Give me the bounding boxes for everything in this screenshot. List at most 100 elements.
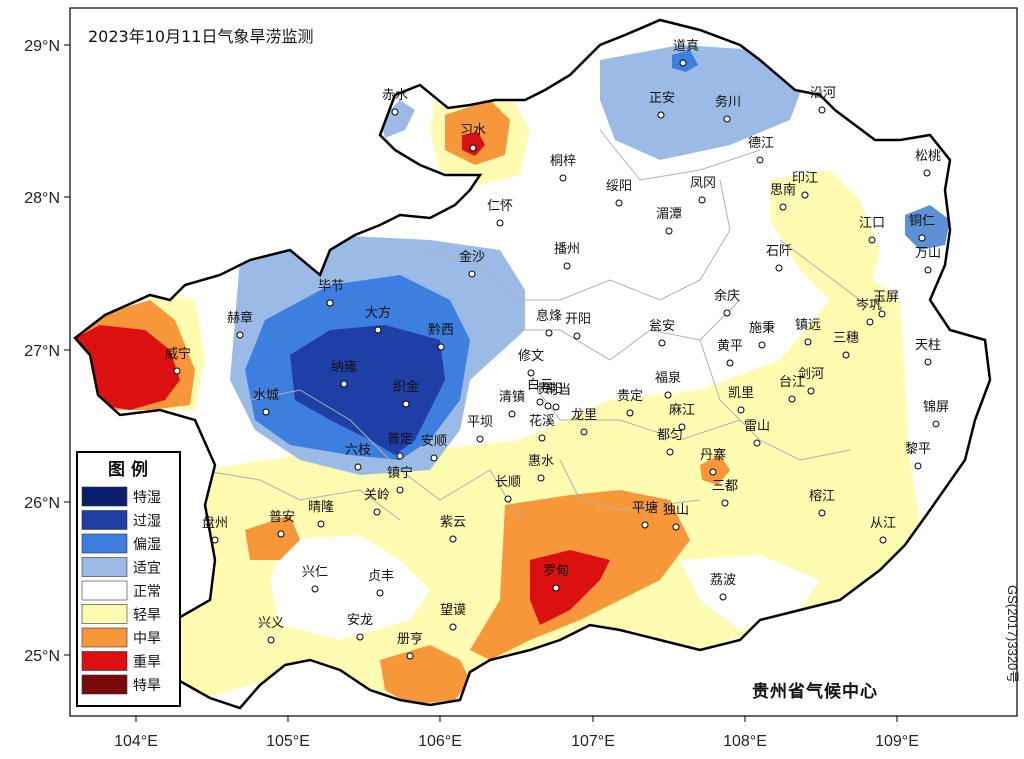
latitude-ticks: 29°N 28°N 27°N 26°N 25°N [24,38,70,665]
city-label: 松桃 [915,149,941,164]
city-label: 绥阳 [606,179,632,194]
city-label: 开阳 [565,312,591,327]
city-marker [914,462,922,470]
city-label: 黔西 [428,323,454,338]
legend-label: 中旱 [133,631,161,647]
lon-tick-label: 105°E [266,733,310,750]
legend-label: 轻旱 [133,608,161,624]
city-marker [536,398,544,406]
city-label: 赤水 [382,88,408,103]
city-marker [753,439,761,447]
lon-tick-label: 106°E [418,733,462,750]
city-marker [317,520,325,528]
city-label: 麻江 [669,403,695,418]
city-marker [173,367,181,375]
map-title: 2023年10月11日气象旱涝监测 [88,27,313,46]
city-marker [932,420,940,428]
legend-swatch [81,580,128,601]
city-label: 黄平 [717,339,743,354]
city-marker [818,509,826,517]
city-label: 贞丰 [368,569,394,584]
city-marker [918,234,926,242]
city-label: 正安 [649,91,675,106]
legend-swatch [81,557,128,577]
city-label: 三都 [712,479,738,494]
city-label: 玉屏 [873,290,899,305]
zone-over-wet [290,325,445,455]
lat-tick-label: 28°N [24,190,60,207]
city-marker [267,636,275,644]
city-marker [376,589,384,597]
city-label: 江口 [859,216,885,231]
map-approval-number: GS(2017)3320号 [1005,585,1020,683]
city-label: 榕江 [809,489,835,504]
city-marker [544,402,552,410]
city-label: 瓮安 [649,319,675,334]
city-label: 水城 [253,388,279,403]
legend-label: 适宜 [133,561,161,577]
city-label: 镇远 [795,318,821,333]
city-marker [396,452,404,460]
city-marker [340,380,348,388]
city-label: 平坝 [467,415,493,430]
city-marker [923,169,931,177]
legend-label: 正常 [133,584,161,600]
legend-swatch [81,510,128,530]
city-marker [726,359,734,367]
city-marker [504,495,512,503]
lon-tick-label: 107°E [571,733,615,750]
city-label: 息烽 [536,308,562,324]
city-label: 独山 [663,503,689,518]
city-marker [879,536,887,544]
lat-tick-label: 27°N [24,343,60,360]
city-label: 从江 [870,516,896,531]
city-marker [354,463,362,471]
city-marker [545,329,553,337]
city-label: 兴仁 [302,565,328,580]
city-label: 丹寨 [700,447,726,463]
city-marker [657,111,665,119]
zone-light-drought-northeast [770,170,880,300]
lon-tick-label: 108°E [723,733,767,750]
city-marker [878,310,886,318]
zone-normal-south [270,535,430,640]
city-marker [666,448,674,456]
city-marker [842,351,850,359]
zone-moderate-drought-puan [245,515,300,560]
city-label: 普安 [269,510,295,525]
city-label: 铜仁 [909,214,935,229]
city-marker [868,236,876,244]
lat-tick-label: 29°N [24,38,60,55]
city-marker [664,391,672,399]
city-marker [580,428,588,436]
city-marker [758,341,766,349]
legend-swatch [81,533,128,554]
city-marker [807,387,815,395]
city-label: 普定 [387,432,413,447]
city-marker [538,434,546,442]
city-label: 都匀 [657,428,683,443]
city-marker [396,486,404,494]
zone-severe-drought-xishui [462,132,485,156]
city-marker [573,332,581,340]
city-marker [406,652,414,660]
zone-suitable-tongren [905,205,950,250]
city-label: 镇宁 [387,465,413,481]
legend-swatch [81,651,128,671]
city-label: 桐梓 [550,154,576,169]
zone-severe-drought-weining [75,325,180,410]
city-label: 黎平 [905,442,931,457]
city-marker [430,454,438,462]
city-label: 赫章 [227,310,253,326]
city-marker [679,59,687,67]
city-marker [211,536,219,544]
city-label: 天柱 [915,338,941,353]
city-label: 播州 [554,242,580,257]
city-label: 雷山 [744,419,770,434]
city-marker [469,144,477,152]
legend-label: 特旱 [133,678,161,694]
credit-label: 贵州省气候中心 [752,681,878,702]
city-marker [709,468,717,476]
city-marker [698,196,706,204]
